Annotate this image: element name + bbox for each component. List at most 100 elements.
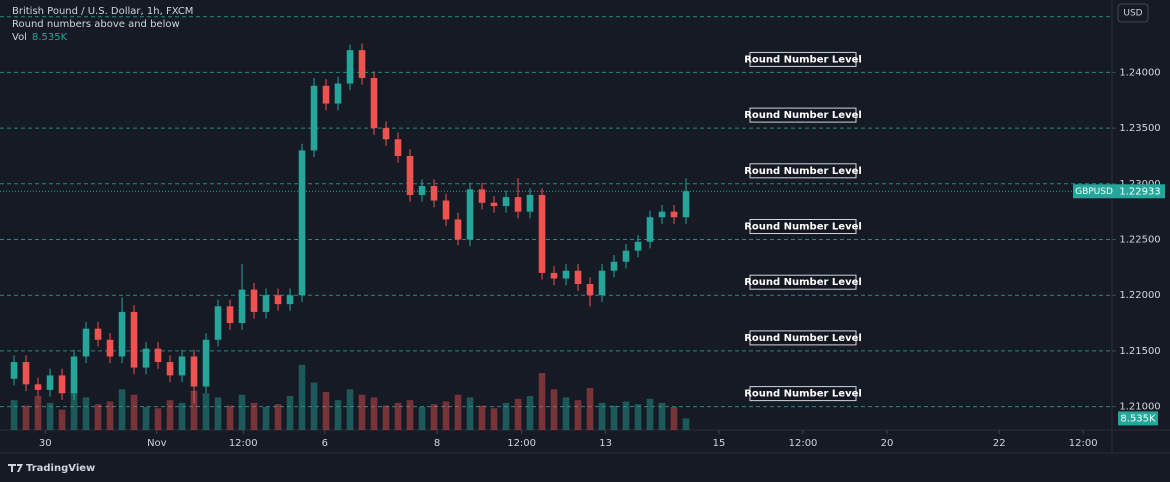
x-tick-label: 6 [322, 438, 328, 449]
x-tick-label: 20 [881, 438, 894, 449]
candle-body [262, 295, 270, 312]
candle-body [142, 348, 150, 368]
volume-bar [490, 408, 498, 430]
volume-label: Vol [12, 32, 27, 43]
candle-body [358, 50, 366, 78]
volume-bar [118, 389, 126, 430]
volume-bar [262, 406, 270, 430]
y-tick-label: 1.22000 [1119, 290, 1160, 301]
candle-body [394, 139, 402, 156]
volume-bar [478, 405, 486, 430]
level-note-box [749, 274, 857, 290]
level-note-box [749, 330, 857, 346]
candle-body [514, 197, 522, 212]
volume-bar [370, 397, 378, 430]
level-note: Round Number Level [744, 389, 862, 400]
candle-body [10, 362, 18, 379]
y-tick-label: 1.21000 [1119, 402, 1160, 413]
brand-name: TradingView [26, 463, 95, 474]
candle-body [58, 375, 66, 394]
candle-body [202, 339, 210, 387]
currency-button[interactable] [1117, 3, 1149, 23]
volume-bar [514, 398, 522, 430]
volume-bar [586, 387, 594, 430]
candle-body [610, 261, 618, 271]
candle-body [466, 189, 474, 240]
volume-bar [58, 409, 66, 430]
volume-bar [334, 400, 342, 430]
indicator-name: Round numbers above and below [12, 19, 180, 30]
volume-bar [226, 405, 234, 430]
volume-bar [22, 405, 30, 430]
candle-body [34, 384, 42, 390]
candle-body [226, 306, 234, 324]
volume-bar [418, 406, 426, 430]
candle-body [178, 356, 186, 376]
volume-bar [406, 400, 414, 430]
volume-bar [298, 364, 306, 430]
volume-bar [166, 400, 174, 430]
candle-body [622, 250, 630, 262]
volume-bar [178, 402, 186, 430]
candle-body [334, 83, 342, 104]
symbol-tag [1073, 184, 1115, 199]
volume-bar [46, 402, 54, 430]
candle-body [454, 219, 462, 240]
candle-body [190, 356, 198, 387]
volume-bar [382, 405, 390, 430]
candle-body [106, 339, 114, 357]
x-tick-label: 30 [39, 438, 52, 449]
volume-bar [622, 401, 630, 430]
candle-body [154, 348, 162, 363]
currency-label[interactable]: USD [1123, 9, 1142, 19]
volume-bar [82, 397, 90, 430]
candle-body [502, 197, 510, 207]
volume-bar [286, 396, 294, 430]
price-tag [1115, 184, 1165, 199]
candle-body [382, 128, 390, 140]
x-tick-label: 22 [993, 438, 1006, 449]
candle-body [94, 328, 102, 340]
volume-bar [94, 404, 102, 430]
candle-body [238, 289, 246, 324]
candle-body [274, 295, 282, 305]
volume-bar [526, 396, 534, 430]
x-tick-label: 12:00 [1069, 438, 1098, 449]
candle-body [430, 186, 438, 201]
candle-body [298, 150, 306, 296]
volume-bar [466, 397, 474, 430]
volume-bar [646, 398, 654, 430]
candle-body [418, 186, 426, 195]
brand-logo [8, 464, 23, 472]
volume-bar [322, 392, 330, 430]
candle-body [550, 272, 558, 279]
candle-body [670, 211, 678, 218]
candle-body [490, 202, 498, 207]
volume-bar [238, 394, 246, 430]
volume-bar [274, 404, 282, 430]
y-tick-label: 1.22500 [1119, 235, 1160, 246]
y-tick-label: 1.24000 [1119, 67, 1160, 78]
level-note-box [749, 219, 857, 235]
candle-body [214, 306, 222, 340]
volume-bar [442, 401, 450, 430]
candle-body [682, 191, 690, 218]
volume-bar [634, 404, 642, 430]
candle-body [82, 328, 90, 357]
volume-bar [154, 408, 162, 430]
candle-body [586, 284, 594, 296]
candle-body [646, 217, 654, 242]
chart-title: British Pound / U.S. Dollar, 1h, FXCM [12, 6, 193, 17]
y-tick-label: 1.23500 [1119, 123, 1160, 134]
candle-body [538, 194, 546, 273]
volume-tag [1118, 411, 1158, 426]
candle-body [130, 311, 138, 368]
volume-bar [142, 406, 150, 430]
volume-bar [574, 400, 582, 430]
candle-body [70, 356, 78, 394]
volume-bar [454, 394, 462, 430]
volume-bar [682, 418, 690, 430]
volume-bar [190, 390, 198, 430]
